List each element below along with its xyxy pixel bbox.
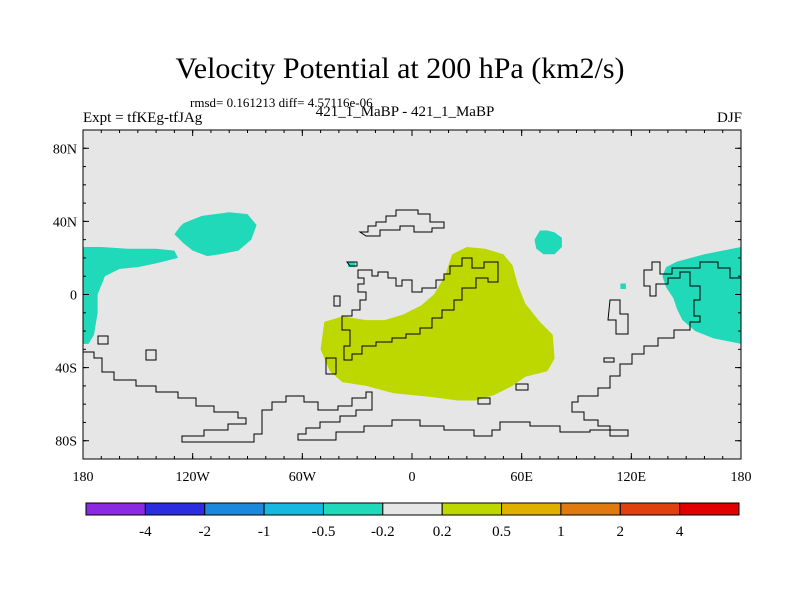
shaded-region-1	[83, 247, 178, 344]
colorbar-box-4	[322, 502, 384, 516]
coastline-5	[145, 349, 157, 361]
coastline-0	[346, 261, 358, 267]
y-tick-label-2: 0	[70, 289, 77, 304]
colorbar-box-2	[204, 502, 265, 516]
colorbar-box-8	[560, 502, 621, 516]
y-tick-label-0: 80N	[53, 142, 77, 157]
colorbar-box-5	[382, 502, 443, 516]
coastline-10	[515, 383, 529, 391]
colorbar-label-5: 0.2	[433, 524, 452, 540]
shaded-region-5	[620, 283, 626, 289]
colorbar: -4 -2 -1 -0.5 -0.2 0.2 0.5 1 2 4	[85, 502, 740, 540]
coastline-8	[603, 357, 615, 363]
colorbar-label-6: 0.5	[492, 524, 511, 540]
coastline-1	[358, 209, 445, 237]
shaded-region-3	[534, 230, 562, 255]
colorbar-label-2: -1	[258, 524, 271, 540]
colorbar-box-6	[441, 502, 503, 516]
colorbar-label-4: -0.2	[371, 524, 395, 540]
coastline-6	[97, 335, 109, 345]
colorbar-box-3	[263, 502, 324, 516]
coastline-11	[477, 397, 491, 405]
colorbar-label-0: -4	[139, 524, 152, 540]
shaded-region-0	[174, 212, 257, 257]
y-tick-label-1: 40N	[53, 215, 77, 230]
y-tick-label-4: 80S	[55, 435, 77, 450]
colorbar-label-9: 4	[676, 524, 684, 540]
x-tick-label-1: 120W	[176, 470, 211, 485]
experiment-label: Expt = tfKEg-tfJAg	[83, 110, 203, 126]
colorbar-label-1: -2	[198, 524, 211, 540]
coastline-7	[83, 261, 741, 443]
map-axes: 180 120W 60W 0 60E 120E 180 80N 40N 0 40S 80S	[53, 129, 752, 485]
shaded-region-6	[320, 247, 555, 401]
x-tick-label-3: 0	[409, 470, 416, 485]
colorbar-label-7: 1	[557, 524, 565, 540]
colorbar-box-9	[619, 502, 681, 516]
map-background	[83, 130, 741, 459]
x-tick-label-6: 180	[731, 470, 752, 485]
colorbar-box-10	[679, 502, 740, 516]
colorbar-box-7	[501, 502, 562, 516]
x-tick-label-0: 180	[73, 470, 94, 485]
chart-title: Velocity Potential at 200 hPa (km2/s)	[175, 52, 625, 85]
season-label: DJF	[716, 110, 742, 126]
y-tick-label-3: 40S	[55, 362, 77, 377]
coastline-9	[607, 299, 629, 335]
comparison-label: 421_1_MaBP - 421_1_MaBP	[315, 104, 495, 120]
map-plot-area	[83, 130, 741, 459]
colorbar-label-8: 2	[617, 524, 625, 540]
coastline-4	[325, 357, 337, 375]
colorbar-label-3: -0.5	[312, 524, 336, 540]
coastline-3	[333, 295, 341, 307]
stats-line: rmsd= 0.161213 diff= 4.57116e-06	[190, 95, 373, 110]
x-tick-label-2: 60W	[289, 470, 317, 485]
shaded-region-2	[662, 247, 741, 344]
coastline-2	[341, 257, 499, 361]
x-tick-label-5: 120E	[617, 470, 647, 485]
x-tick-label-4: 60E	[510, 470, 533, 485]
colorbar-box-1	[144, 502, 206, 516]
coastline-layer	[83, 209, 741, 443]
colorbar-box-0	[85, 502, 146, 516]
